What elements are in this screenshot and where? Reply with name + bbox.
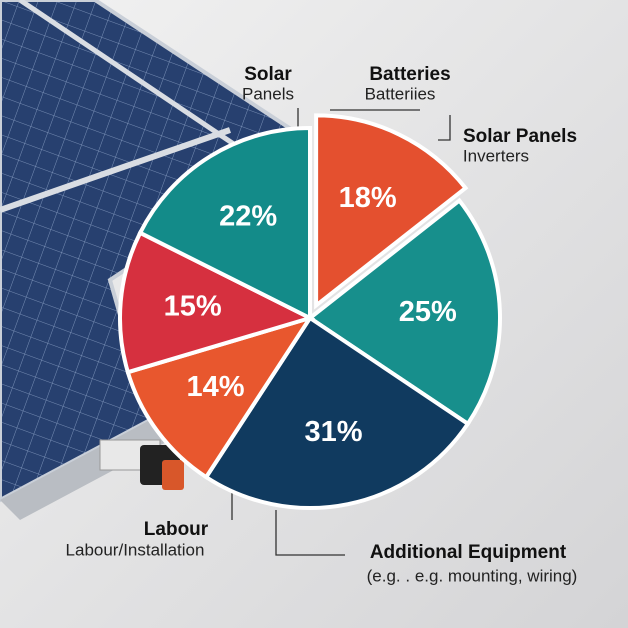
annotation-title: Solar Panels (463, 126, 577, 147)
annotation-subtitle: Labour/Installation (66, 540, 205, 559)
pie-slice (137, 125, 312, 322)
pie: 18% 25% 31% 14% 15% 22% (118, 113, 502, 510)
annotation-subtitle: Panels (242, 84, 294, 103)
leader-lines (231, 108, 451, 556)
slice-label: 25% (399, 296, 457, 328)
annotation-title: Solar (244, 64, 292, 85)
pie-slice (118, 230, 316, 375)
annotation-subtitle: Batteriies (365, 84, 436, 103)
pie-slice (306, 197, 502, 427)
annotation-subtitle: Inverters (463, 146, 529, 165)
annotation-subtitle: (e.g. . e.g. mounting, wiring) (367, 566, 578, 585)
pie-slice (125, 314, 315, 480)
slice-label: 15% (164, 290, 222, 322)
pie-slice (314, 113, 469, 310)
annotation-title: Additional Equipment (370, 542, 567, 563)
slice-label: 31% (305, 416, 363, 448)
slice-label: 14% (187, 371, 245, 403)
annotation-title: Batteries (369, 64, 450, 85)
annotation-title: Labour (144, 519, 209, 540)
slice-label: 22% (219, 200, 277, 232)
pie-slice (203, 315, 471, 510)
slice-label: 18% (339, 182, 397, 214)
